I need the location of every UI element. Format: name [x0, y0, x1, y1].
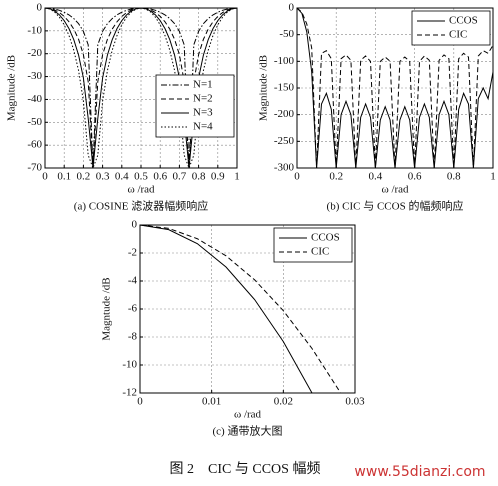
y-tick-label: -8	[128, 331, 138, 343]
x-tick-label: 0	[137, 396, 143, 408]
y-tick-label: -40	[27, 93, 42, 105]
x-tick-label: 0.03	[345, 396, 365, 408]
y-tick-label: 0	[132, 219, 138, 231]
x-tick-label: 0.2	[77, 171, 91, 183]
x-tick-label: 0.02	[274, 396, 293, 408]
x-axis-label: ω /rad	[381, 184, 409, 196]
x-tick-label: 0.9	[211, 171, 225, 183]
x-tick-label: 0.01	[202, 396, 221, 408]
legend-label: CCOS	[449, 15, 478, 27]
legend-label: N=2	[193, 93, 213, 105]
watermark: www.55dianzi.com	[354, 464, 485, 480]
y-tick-label: -50	[279, 28, 294, 40]
y-tick-label: -10	[122, 359, 137, 371]
x-tick-label: 0.6	[153, 171, 167, 183]
legend-box	[273, 227, 353, 263]
series-line	[45, 8, 237, 168]
y-tick-label: -50	[27, 116, 42, 128]
x-tick-label: 0.6	[408, 171, 422, 183]
y-tick-label: -12	[122, 387, 137, 399]
y-tick-label: -300	[274, 162, 295, 174]
series-line	[297, 8, 493, 168]
y-tick-label: -30	[27, 70, 42, 82]
x-tick-label: 0.7	[173, 171, 187, 183]
x-tick-label: 1	[234, 171, 240, 183]
y-tick-label: -250	[274, 135, 295, 147]
y-axis-label: Magntude /dB	[101, 277, 113, 340]
y-tick-label: -100	[274, 55, 295, 67]
x-tick-label: 0.3	[96, 171, 110, 183]
series-line	[140, 225, 342, 393]
y-axis-label: Magnitude /dB	[6, 55, 18, 121]
y-tick-label: -6	[128, 303, 138, 315]
y-tick-label: -2	[128, 247, 137, 259]
x-tick-label: 0	[294, 171, 300, 183]
series-line	[297, 8, 493, 168]
chart-caption: (c) 通带放大图	[213, 424, 283, 438]
x-tick-label: 0.4	[115, 171, 129, 183]
legend-label: CIC	[449, 29, 467, 41]
legend-label: CIC	[311, 246, 329, 258]
x-tick-label: 0.2	[329, 171, 343, 183]
y-tick-label: -20	[27, 47, 42, 59]
y-tick-label: -60	[27, 139, 42, 151]
y-tick-label: 0	[289, 2, 295, 14]
y-axis-label: Magnitude /dB	[258, 55, 270, 121]
y-tick-label: -200	[274, 108, 295, 120]
x-tick-label: 0	[42, 171, 48, 183]
chart-caption: (b) CIC 与 CCOS 的幅频响应	[327, 199, 464, 213]
x-tick-label: 0.4	[369, 171, 383, 183]
y-tick-label: 0	[37, 2, 43, 14]
figure-caption: 图 2 CIC 与 CCOS 幅频	[170, 461, 321, 477]
x-tick-label: 0.1	[57, 171, 71, 183]
series-line	[45, 8, 237, 168]
chart-caption: (a) COSINE 滤波器幅频响应	[74, 199, 208, 213]
series-line	[45, 8, 237, 168]
legend-box	[411, 10, 491, 46]
y-tick-label: -150	[274, 82, 295, 94]
series-line	[45, 8, 237, 168]
legend-label: CCOS	[311, 232, 340, 244]
legend-label: N=3	[193, 107, 213, 119]
legend-label: N=4	[193, 121, 213, 133]
x-axis-label: ω /rad	[127, 184, 155, 196]
x-axis-label: ω /rad	[234, 409, 262, 421]
x-tick-label: 0.5	[134, 171, 148, 183]
x-tick-label: 0.8	[192, 171, 206, 183]
x-tick-label: 0.8	[447, 171, 461, 183]
series-line	[140, 225, 313, 393]
y-tick-label: -10	[27, 24, 42, 36]
y-tick-label: -4	[128, 275, 138, 287]
y-tick-label: -70	[27, 162, 42, 174]
legend-label: N=1	[193, 79, 213, 91]
x-tick-label: 1	[490, 171, 496, 183]
